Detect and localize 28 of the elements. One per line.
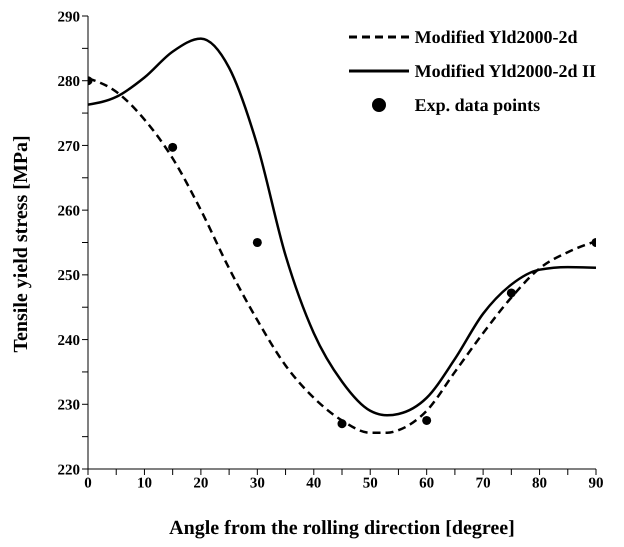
- y-axis-title: Tensile yield stress [MPa]: [10, 135, 32, 352]
- x-tick-label: 30: [250, 476, 265, 492]
- point: [168, 142, 178, 152]
- y-tick-label: 270: [58, 138, 80, 155]
- y-tick-label: 220: [58, 462, 80, 478]
- x-tick-label: 70: [476, 476, 491, 492]
- x-tick-label: 10: [136, 476, 152, 492]
- legend-label: Modified Yld2000-2d: [414, 26, 578, 48]
- point: [252, 238, 262, 248]
- x-axis-title: Angle from the rolling direction [degree]: [169, 517, 515, 539]
- point: [337, 419, 347, 428]
- y-tick-label: 280: [58, 74, 80, 90]
- x-tick-label: 60: [419, 476, 434, 492]
- legend-label: Exp. data points: [414, 94, 540, 116]
- x-tick-label: 40: [306, 476, 322, 492]
- y-tick-label: 250: [58, 268, 80, 284]
- x-tick-label: 50: [362, 476, 378, 492]
- x-tick-label: 0: [84, 476, 92, 492]
- y-tick-label: 290: [58, 9, 80, 26]
- legend-label: Modified Yld2000-2d II: [414, 60, 596, 82]
- y-tick-label: 260: [58, 203, 80, 220]
- x-tick-label: 80: [532, 476, 548, 492]
- point: [422, 416, 432, 425]
- point: [506, 288, 516, 298]
- y-tick-label: 230: [58, 398, 80, 414]
- y-tick-label: 240: [58, 332, 80, 349]
- x-tick-label: 20: [193, 476, 208, 492]
- x-tick-label: 90: [588, 476, 604, 492]
